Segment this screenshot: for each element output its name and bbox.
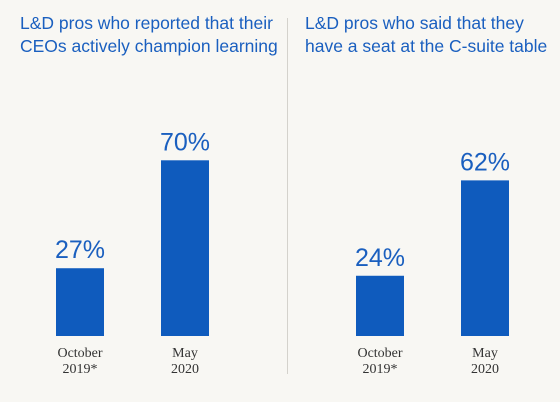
bar-value-label: 27% bbox=[55, 236, 105, 264]
category-label: October bbox=[57, 346, 102, 361]
category-label: 2019* bbox=[63, 362, 98, 377]
chart-panel-c-suite-seat: L&D pros who said that they have a seat … bbox=[288, 0, 560, 402]
category-label: 2020 bbox=[471, 362, 499, 377]
bar bbox=[56, 268, 104, 336]
chart-panel-ceo-champion: L&D pros who reported that their CEOs ac… bbox=[20, 13, 278, 377]
bar-value-label: 24% bbox=[355, 244, 405, 272]
bar-value-label: 70% bbox=[160, 128, 210, 156]
bar bbox=[356, 275, 404, 336]
bar-value-label: 62% bbox=[460, 148, 510, 176]
category-label: 2019* bbox=[363, 362, 398, 377]
panel-divider bbox=[287, 18, 288, 374]
category-label: 2020 bbox=[171, 362, 199, 377]
bar bbox=[461, 180, 509, 336]
chart-title: L&D pros who reported that their CEOs ac… bbox=[20, 13, 278, 56]
bar bbox=[161, 160, 209, 336]
category-label: May bbox=[172, 346, 198, 361]
category-label: October bbox=[357, 346, 402, 361]
category-label: May bbox=[472, 346, 498, 361]
chart-title: L&D pros who said that they have a seat … bbox=[305, 13, 548, 56]
